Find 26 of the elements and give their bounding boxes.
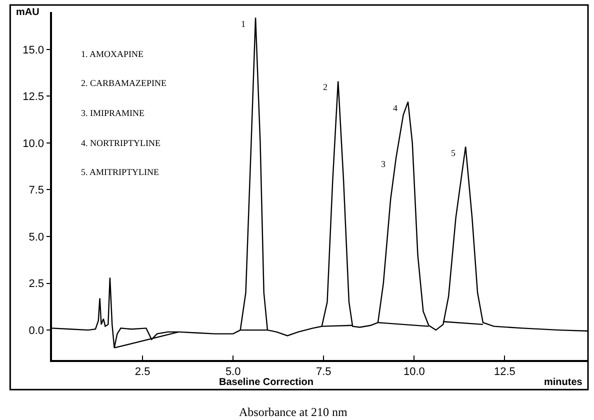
y-tick-label: 2.5 <box>28 278 44 290</box>
y-axis-title: mAU <box>16 7 40 18</box>
annotation: 5. AMITRIPTYLINE <box>81 167 160 177</box>
annotation: 1 <box>241 19 246 29</box>
annotation: 3. IMIPRAMINE <box>81 108 146 118</box>
y-tick-label: 5.0 <box>28 231 44 244</box>
y-tick-label: 12.5 <box>22 91 44 104</box>
y-tick-label: 7.5 <box>28 184 44 197</box>
y-tick-label: 10.0 <box>22 138 44 150</box>
annotation: 4 <box>393 103 398 113</box>
annotation: 2 <box>323 82 328 92</box>
text: Absorbance at 210 nm <box>239 405 348 419</box>
text: Baseline Correction <box>219 377 314 388</box>
annotation: 3 <box>381 159 386 169</box>
annotation: 4. NORTRIPTYLINE <box>81 138 161 148</box>
annotation: 2. CARBAMAZEPINE <box>81 78 168 88</box>
x-tick-label: 2.5 <box>134 366 150 378</box>
annotation: 5 <box>451 148 456 158</box>
y-tick-label: 15.0 <box>22 44 44 56</box>
x-tick-label: 12.5 <box>494 366 516 378</box>
y-tick-label: 0.0 <box>28 324 44 337</box>
x-axis-title: minutes <box>544 377 583 388</box>
annotation: 1. AMOXAPINE <box>81 49 144 59</box>
x-tick-label: 7.5 <box>316 366 332 378</box>
x-tick-label: 5.0 <box>225 366 241 378</box>
x-tick-label: 10.0 <box>403 366 425 378</box>
